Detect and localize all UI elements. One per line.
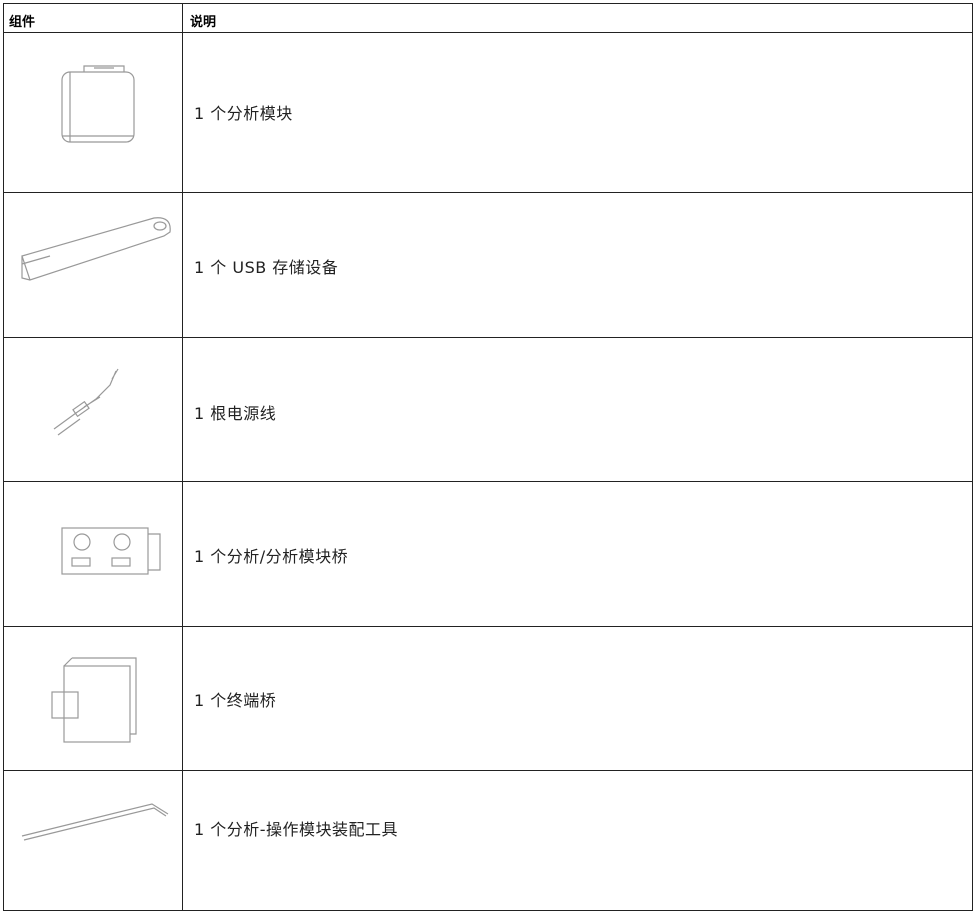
header-cell: 说明 bbox=[190, 15, 217, 30]
description: 1 个分析-操作模块装配工具 bbox=[194, 820, 399, 839]
component-image bbox=[14, 636, 174, 760]
description: 1 根电源线 bbox=[194, 404, 277, 423]
row-divider bbox=[4, 192, 972, 193]
component-image bbox=[14, 204, 174, 328]
row-divider bbox=[4, 481, 972, 482]
description: 1 个分析/分析模块桥 bbox=[194, 547, 349, 566]
component-image bbox=[14, 494, 174, 618]
components-table: 组件 说明 1 个分析模块 1 个 USB 存储设备 1 根电源线 1 个分析/… bbox=[3, 3, 973, 911]
row-divider bbox=[4, 32, 972, 33]
column-divider bbox=[182, 4, 183, 910]
row-divider bbox=[4, 770, 972, 771]
description: 1 个分析模块 bbox=[194, 104, 293, 123]
component-image bbox=[14, 44, 174, 168]
row-divider bbox=[4, 626, 972, 627]
component-image bbox=[14, 774, 174, 878]
description: 1 个 USB 存储设备 bbox=[194, 258, 339, 277]
row-divider bbox=[4, 337, 972, 338]
header-cell: 组件 bbox=[9, 15, 36, 30]
component-image bbox=[14, 349, 174, 473]
description: 1 个终端桥 bbox=[194, 691, 277, 710]
